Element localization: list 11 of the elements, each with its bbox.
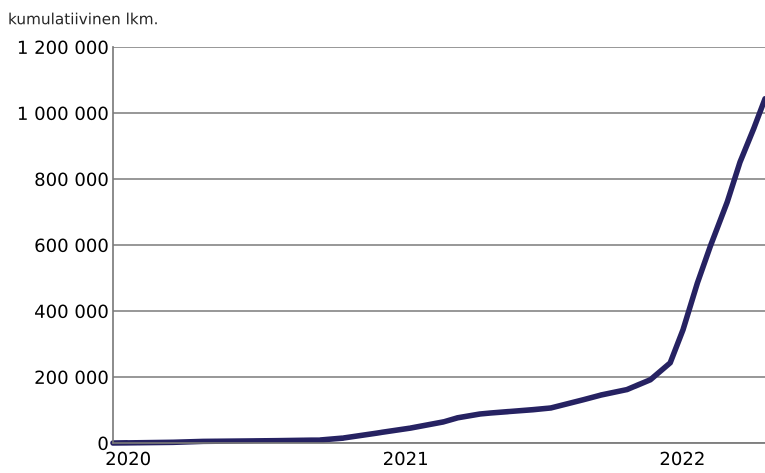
x-tick-label: 2022 — [660, 452, 704, 466]
x-tick-label: 2020 — [106, 452, 150, 466]
y-tick-label: 0 — [98, 436, 108, 450]
y-tick-label: 200 000 — [35, 370, 108, 384]
y-tick-label: 600 000 — [35, 238, 108, 252]
y-axis-title: kumulatiivinen lkm. — [9, 12, 157, 24]
y-tick-label: 1 000 000 — [18, 106, 108, 120]
y-tick-label: 1 200 000 — [18, 40, 108, 54]
y-tick-label: 400 000 — [35, 304, 108, 318]
x-tick-label: 2021 — [384, 452, 427, 466]
y-tick-label: 800 000 — [35, 172, 108, 186]
